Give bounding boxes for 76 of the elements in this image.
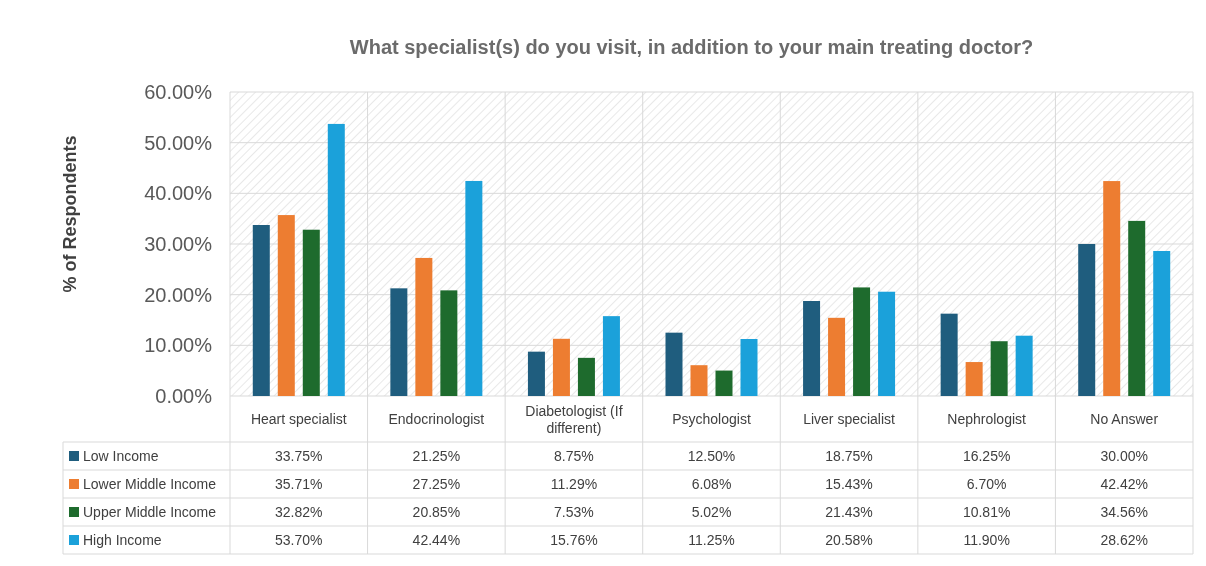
x-tick-label: Endocrinologist [388, 411, 485, 427]
data-label: 7.53% [554, 504, 594, 520]
data-label: 20.58% [825, 532, 873, 548]
bar [665, 332, 683, 396]
data-label: 33.75% [275, 448, 323, 464]
bar [878, 291, 896, 396]
bar [990, 341, 1008, 396]
bar [302, 229, 320, 396]
bar [1153, 250, 1171, 396]
bar [415, 257, 433, 396]
data-label: 6.08% [691, 476, 732, 492]
data-label: 12.50% [687, 448, 736, 464]
bar [715, 370, 733, 396]
bar [1015, 335, 1033, 396]
data-label: 6.70% [966, 476, 1007, 492]
data-label: 20.85% [412, 504, 461, 520]
data-label: 18.75% [825, 448, 873, 464]
bar [327, 123, 345, 396]
x-tick-label: Liver specialist [803, 411, 896, 427]
bar [1103, 181, 1121, 396]
bar [828, 317, 846, 396]
bar [465, 180, 483, 396]
x-tick-label: Heart specialist [250, 411, 347, 427]
bar [690, 365, 708, 396]
y-axis-title: % of Respondents [60, 135, 80, 293]
data-label: 16.25% [962, 448, 1011, 464]
data-label: 11.29% [550, 476, 598, 492]
x-tick-label: No Answer [1090, 411, 1159, 427]
y-tick-label: 0.00% [155, 385, 213, 407]
data-label: 30.00% [1100, 448, 1148, 464]
bar [252, 225, 270, 396]
data-label: 11.25% [688, 532, 735, 548]
data-label: 32.82% [275, 504, 323, 520]
x-tick-label: Psychologist [672, 411, 751, 427]
data-label: 8.75% [554, 448, 594, 464]
data-label: 11.90% [963, 532, 1010, 548]
bar [577, 357, 595, 396]
data-label: 42.42% [1100, 476, 1148, 492]
data-label: 27.25% [412, 476, 461, 492]
chart-title: What specialist(s) do you visit, in addition to your main treating doctor? [349, 36, 1034, 58]
legend-label: Lower Middle Income [83, 476, 217, 492]
data-label: 28.62% [1100, 532, 1148, 548]
data-label: 10.81% [962, 504, 1011, 520]
legend-label: High Income [83, 532, 162, 548]
y-tick-label: 30.00% [144, 233, 213, 255]
data-label: 15.76% [550, 532, 598, 548]
bar [740, 339, 758, 396]
y-tick-label: 50.00% [144, 131, 213, 154]
bar [853, 287, 871, 396]
bar [602, 316, 620, 396]
data-label: 5.02% [691, 504, 732, 520]
y-tick-label: 10.00% [144, 334, 213, 357]
bar [527, 351, 545, 396]
legend-label: Low Income [83, 448, 159, 464]
data-label: 53.70% [275, 532, 323, 548]
data-label: 15.43% [825, 476, 873, 492]
x-tick-label: Diabetologist (If different) [525, 403, 623, 436]
bar [965, 362, 983, 396]
data-label: 21.43% [825, 504, 873, 520]
y-tick-label: 40.00% [144, 182, 213, 205]
y-tick-label: 60.00% [144, 81, 213, 103]
y-tick-label: 20.00% [144, 283, 213, 306]
bar [940, 313, 958, 396]
data-label: 35.71% [275, 476, 323, 492]
bar [552, 338, 570, 396]
bar [440, 290, 458, 396]
bar [1078, 244, 1096, 396]
bar [390, 288, 408, 396]
legend-label: Upper Middle Income [83, 504, 217, 520]
data-label: 42.44% [412, 532, 461, 548]
x-tick-label: Nephrologist [947, 411, 1027, 427]
data-label: 34.56% [1100, 504, 1148, 520]
bar [1128, 220, 1146, 396]
data-label: 21.25% [412, 448, 461, 464]
bar [277, 215, 295, 396]
bar [803, 301, 821, 396]
